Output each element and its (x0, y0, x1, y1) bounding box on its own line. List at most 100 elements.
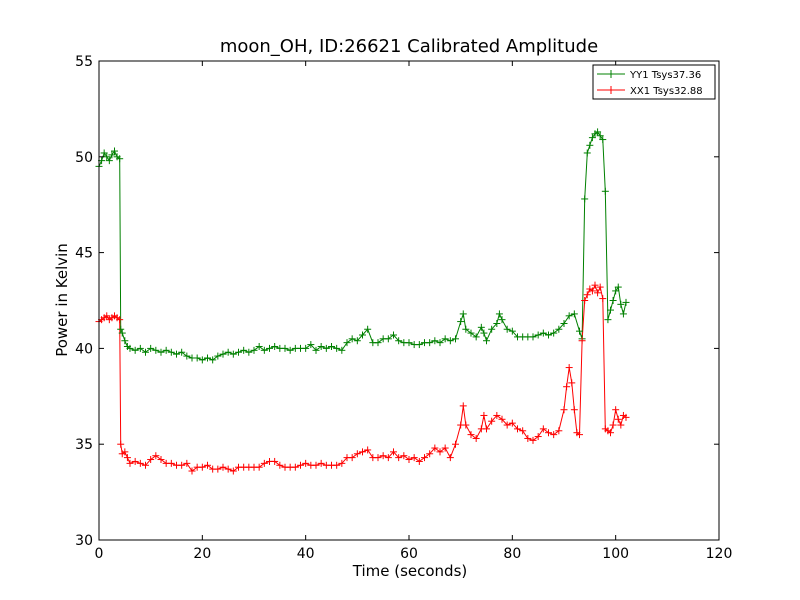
y-tick-label: 55 (75, 54, 93, 70)
data-point-marker (508, 419, 516, 427)
data-point-marker (599, 295, 607, 303)
data-point-marker (586, 141, 594, 149)
data-point-marker (152, 452, 160, 460)
data-point-marker (480, 329, 488, 337)
data-point-marker (302, 344, 310, 352)
data-point-marker (431, 444, 439, 452)
data-point-marker (116, 155, 124, 163)
data-point-marker (214, 352, 222, 360)
legend-label: YY1 Tsys37.36 (629, 70, 701, 81)
data-point-marker (588, 134, 596, 142)
data-point-marker (400, 452, 408, 460)
data-point-marker (467, 431, 475, 439)
data-point-marker (111, 147, 118, 155)
data-point-marker (291, 463, 299, 471)
data-point-marker (609, 421, 617, 429)
data-point-marker (126, 459, 134, 467)
data-point-marker (446, 337, 454, 345)
data-point-marker (209, 356, 217, 364)
data-point-marker (359, 448, 366, 456)
x-tick-label: 100 (602, 546, 629, 562)
data-point-marker (612, 406, 620, 414)
data-point-marker (622, 298, 630, 306)
data-point-marker (488, 417, 496, 425)
data-point-marker (452, 440, 459, 448)
x-tick-label: 0 (95, 546, 104, 562)
data-point-marker (529, 436, 537, 444)
data-point-marker (462, 421, 470, 429)
data-point-marker (519, 427, 527, 435)
data-point-marker (193, 354, 201, 362)
data-point-marker (472, 434, 480, 442)
data-point-marker (118, 329, 126, 337)
data-point-marker (493, 319, 501, 327)
data-point-marker (565, 312, 573, 320)
y-axis-ticks: 30 35 40 45 50 55 (75, 54, 719, 549)
data-point-marker (601, 187, 609, 195)
x-tick-label: 60 (400, 546, 418, 562)
data-point-marker (302, 459, 310, 467)
data-point-marker (415, 457, 423, 465)
data-point-marker (622, 413, 630, 421)
data-point-marker (410, 454, 418, 462)
data-point-marker (550, 329, 558, 337)
data-point-marker (260, 459, 268, 467)
data-point-marker (390, 448, 397, 456)
data-point-marker (173, 350, 180, 358)
data-point-marker (353, 337, 361, 345)
y-tick-label: 35 (75, 437, 93, 453)
x-axis-ticks: 0 20 40 60 80 100 120 (95, 61, 732, 562)
data-point-marker (245, 348, 253, 356)
data-point-marker (364, 325, 372, 333)
data-point-marker (421, 454, 428, 462)
data-point-marker (338, 459, 346, 467)
data-point-marker (576, 327, 583, 335)
data-point-marker (436, 339, 444, 347)
data-point-marker (157, 456, 165, 464)
data-point-marker (384, 454, 392, 462)
data-point-marker (297, 461, 304, 469)
legend-box (592, 64, 716, 100)
data-point-marker (214, 465, 222, 473)
x-tick-label: 80 (503, 546, 521, 562)
data-point-marker (348, 454, 356, 462)
data-point-marker (117, 325, 125, 333)
data-point-marker (472, 333, 480, 341)
data-point-marker (126, 344, 134, 352)
data-point-marker (514, 425, 521, 433)
data-point-marker (343, 339, 351, 347)
data-point-marker (570, 406, 578, 414)
data-point-marker (338, 346, 346, 354)
data-point-marker (136, 459, 144, 467)
data-point-marker (317, 459, 325, 467)
data-point-marker (415, 341, 423, 349)
data-point-marker (131, 457, 139, 465)
data-point-marker (374, 339, 382, 347)
data-point-marker (619, 310, 627, 318)
y-tick-label: 30 (75, 533, 93, 549)
data-point-marker (395, 337, 403, 345)
data-point-marker (568, 379, 576, 387)
data-point-marker (576, 431, 583, 439)
data-point-marker (116, 316, 124, 324)
data-point-marker (183, 459, 191, 467)
data-point-marker (183, 352, 191, 360)
data-point-marker (271, 457, 279, 465)
data-point-marker (364, 446, 372, 454)
data-point-marker (374, 454, 382, 462)
data-point-marker (529, 333, 537, 341)
data-point-marker (229, 350, 237, 358)
data-point-marker (609, 297, 617, 304)
data-point-marker (614, 415, 622, 423)
data-point-marker (457, 318, 465, 326)
data-point-marker (271, 342, 279, 350)
data-point-marker (281, 344, 289, 352)
data-point-marker (583, 149, 591, 157)
data-point-marker (565, 364, 573, 372)
data-point-marker (333, 461, 341, 469)
x-tick-label: 20 (193, 546, 211, 562)
data-point-marker (100, 149, 108, 157)
data-point-marker (235, 348, 242, 356)
data-point-marker (307, 341, 315, 349)
